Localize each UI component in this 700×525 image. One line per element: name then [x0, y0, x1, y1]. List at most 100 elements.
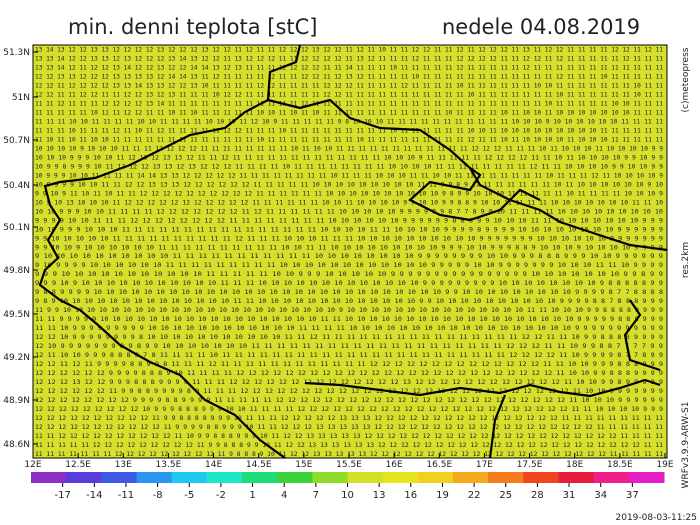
- grid-row: 11 10 11 10 11 10 10 11 11 11 11 11 11 1…: [35, 136, 663, 144]
- timestamp: 2019-08-03-11:25: [616, 513, 698, 523]
- grid-row: 11 11 12 12 12 12 12 12 12 12 12 12 11 1…: [35, 432, 663, 440]
- date: nedele 04.08.2019: [442, 15, 640, 39]
- colorbar-swatch: [382, 472, 419, 483]
- grid-row: 13 14 13 12 12 13 13 12 12 12 12 13 12 1…: [35, 46, 663, 54]
- colorbar-label: 4: [281, 490, 287, 501]
- lon-label: 14E: [205, 460, 222, 470]
- colorbar-swatch: [417, 472, 454, 483]
- grid-row: 12 12 12 12 12 12 9 9 9 9 8 8 8 9 10 11 …: [35, 369, 663, 377]
- axes: 51.3N 51N 50.7N 50.4N 50.1N 49.8N 49.5N 49.2N 48…: [3, 48, 674, 470]
- colorbar-label: -2: [216, 490, 226, 501]
- colorbar-swatch: [628, 472, 665, 483]
- colorbar-swatch: [277, 472, 313, 483]
- grid-row: 12 12 12 12 12 12 12 12 12 10 9 9 9 8 8 …: [35, 405, 663, 413]
- grid-row: 12 12 12 13 12 12 9 9 9 8 8 8 9 9 9 9 11…: [35, 378, 663, 386]
- lat-label: 50.4N: [3, 181, 30, 191]
- lon-label: 14.5E: [246, 460, 272, 470]
- borders: [38, 44, 668, 459]
- grid-row: 11 11 11 11 11 10 11 11 12 12 11 11 10 1…: [35, 109, 663, 117]
- grid-row: 9 10 9 9 9 9 10 10 10 10 10 10 11 11 11 …: [35, 261, 663, 269]
- lon-label: 18E: [566, 460, 583, 470]
- grid-row: 12 12 13 13 12 12 12 13 13 13 13 12 14 1…: [35, 73, 663, 81]
- border-glatz: [408, 167, 541, 222]
- colorbar-swatch: [101, 472, 137, 483]
- colorbar-swatch: [171, 472, 208, 483]
- grid-row: 9 10 10 10 10 10 10 10 10 10 10 11 11 11…: [35, 252, 663, 260]
- colorbar: -17 -14 -11 -8 -5 -2 1 4 7 10 13 16 19 22 25 28 31 34 37: [31, 472, 665, 501]
- lat-label: 48.9N: [3, 396, 30, 406]
- border-west: [38, 44, 302, 459]
- resolution: res.2km: [681, 242, 691, 278]
- grid-row: 9 8 9 10 10 10 10 10 10 10 10 10 10 10 1…: [35, 297, 663, 305]
- colorbar-swatch: [523, 472, 559, 483]
- grid-row: 10 10 10 10 9 10 10 10 11 11 11 12 12 12…: [35, 144, 663, 152]
- grid-row: 12 12 11 12 12 12 12 13 13 14 13 13 12 1…: [35, 82, 663, 90]
- value-grid: 13 14 13 12 12 13 13 12 12 12 12 13 12 1…: [35, 46, 663, 458]
- colorbar-swatch: [453, 472, 489, 483]
- lon-label: 12E: [24, 460, 41, 470]
- grid-row: 11 11 11 10 10 11 11 11 11 10 10 11 11 1…: [35, 118, 663, 126]
- copyright: (c)meteopress: [681, 47, 691, 112]
- lon-label: 13E: [115, 460, 132, 470]
- map-frame: [32, 44, 668, 459]
- lat-label: 51N: [12, 93, 30, 103]
- lon-label: 12.5E: [65, 460, 91, 470]
- colorbar-label: 37: [626, 490, 639, 501]
- grid-row: 10 10 9 9 9 10 10 10 11 11 11 11 11 11 1…: [35, 225, 663, 233]
- grid-row: 12 12 12 12 12 12 12 12 9 9 9 9 8 8 9 9 …: [35, 396, 663, 404]
- colorbar-swatch: [206, 472, 243, 483]
- colorbar-label: 31: [563, 490, 576, 501]
- grid-row: 11 9 9 10 10 10 10 10 10 10 10 10 10 10 …: [35, 306, 663, 314]
- colorbar-swatch: [312, 472, 348, 483]
- colorbar-swatch: [488, 472, 524, 483]
- grid-row: 13 13 14 12 12 13 13 12 13 12 12 12 13 1…: [35, 55, 663, 63]
- grid-row: 11 11 11 11 11 12 12 12 12 12 12 12 12 1…: [35, 441, 663, 449]
- grid-row: 12 12 12 12 12 12 12 12 12 12 11 9 9 8 8…: [35, 414, 663, 422]
- colorbar-label: -17: [54, 490, 70, 501]
- colorbar-swatch: [558, 472, 595, 483]
- grid-row: 10 9 9 9 10 10 11 11 11 11 14 14 13 13 1…: [35, 171, 663, 179]
- lat-label: 49.5N: [3, 310, 30, 320]
- grid-row: 9 9 9 10 10 10 10 10 10 10 10 10 10 10 1…: [35, 270, 663, 278]
- border-east: [623, 299, 661, 372]
- colorbar-swatch: [347, 472, 384, 483]
- grid-row: 10 10 10 9 9 9 10 10 11 12 13 12 13 13 1…: [35, 153, 663, 161]
- grid-row: 12 12 11 11 12 12 11 11 12 12 13 12 13 1…: [35, 91, 663, 99]
- border-south: [304, 378, 661, 398]
- grid-row: 12 12 10 9 9 9 9 9 9 9 9 8 10 10 10 10 1…: [35, 333, 663, 341]
- colorbar-label: 16: [404, 490, 417, 501]
- grid-row: 12 12 12 12 12 12 11 9 9 8 8 9 9 9 9 8 9…: [35, 387, 663, 395]
- colorbar-label: -5: [184, 490, 194, 501]
- grid-row: 12 10 9 9 9 9 9 9 9 8 9 8 9 9 10 10 10 1…: [35, 342, 663, 350]
- lon-label: 13.5E: [156, 460, 182, 470]
- colorbar-swatch: [66, 472, 102, 483]
- colorbar-label: 7: [313, 490, 319, 501]
- colorbar-swatch: [242, 472, 278, 483]
- colorbar-label: 10: [341, 490, 354, 501]
- grid-row: 11 11 9 9 9 9 9 10 10 10 10 10 10 10 10 …: [35, 315, 663, 323]
- grid-row: 10 9 9 8 9 9 9 10 11 12 12 12 13 13 12 1…: [35, 162, 663, 170]
- grid-row: 9 8 8 9 9 9 9 10 10 10 10 10 10 10 10 10…: [35, 288, 663, 296]
- grid-row: 12 11 10 10 9 9 9 8 8 8 8 7 8 11 11 11 1…: [35, 351, 663, 359]
- lat-label: 49.2N: [3, 353, 30, 363]
- colorbar-swatch: [136, 472, 173, 483]
- grid-row: 9 9 9 9 10 10 11 11 11 12 12 12 12 12 12…: [35, 216, 663, 224]
- grid-row: 9 9 10 10 10 10 10 11 11 11 11 11 11 11 …: [35, 234, 663, 242]
- colorbar-label: -8: [153, 490, 163, 501]
- lon-label: 17.5E: [517, 460, 543, 470]
- lat-label: 49.8N: [3, 266, 30, 276]
- colorbar-swatch: [31, 472, 67, 483]
- grid-row: 9 9 10 9 11 10 11 10 11 11 12 12 12 12 1…: [35, 189, 663, 197]
- lat-label: 50.1N: [3, 223, 30, 233]
- lon-label: 15.5E: [336, 460, 362, 470]
- grid-row: 9 9 10 10 9 10 10 10 10 10 10 11 11 11 1…: [35, 243, 663, 251]
- border-slovakia: [488, 394, 507, 459]
- colorbar-label: 19: [436, 490, 449, 501]
- colorbar-label: 28: [531, 490, 544, 501]
- lon-label: 17E: [476, 460, 493, 470]
- lon-label: 18.5E: [607, 460, 633, 470]
- grid-row: 10 9 10 13 10 10 10 11 12 12 12 12 12 12…: [35, 198, 663, 206]
- title: min. denni teplota [stC]: [68, 15, 318, 39]
- grid-row: 13 13 14 12 11 12 12 13 14 12 12 13 12 1…: [35, 64, 663, 72]
